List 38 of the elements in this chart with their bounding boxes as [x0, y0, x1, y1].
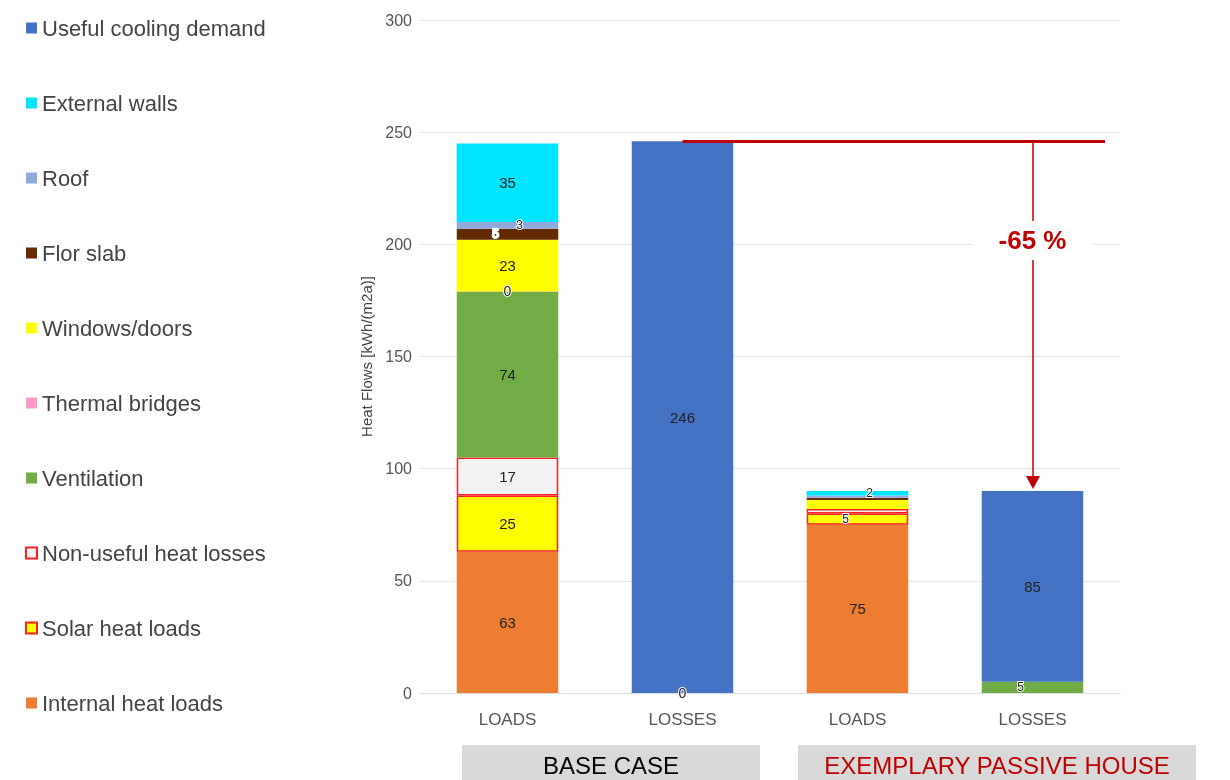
text: EXEMPLARY PASSIVE HOUSE [824, 751, 1170, 779]
y-tick-label: 200 [385, 235, 413, 253]
data-label: 5 [1017, 680, 1025, 695]
data-label: 5 [492, 227, 500, 242]
data-label: 5 [842, 512, 850, 527]
y-tick-label: 150 [385, 348, 413, 365]
legend-label: External walls [42, 90, 178, 116]
legend-label: Windows/doors [42, 315, 193, 341]
data-label: 85 [1024, 577, 1041, 595]
data-label: 3 [516, 218, 524, 233]
legend-label: Useful cooling demand [42, 15, 266, 41]
data-label: 75 [849, 600, 866, 618]
data-label: 246 [669, 408, 696, 426]
data-label: 35 [499, 174, 516, 192]
x-tick-label: LOSSES [998, 710, 1067, 729]
text: BASE CASE [542, 751, 680, 779]
y-tick-label: 0 [403, 684, 413, 702]
data-label: 74 [499, 365, 516, 383]
annotation: -65 % [972, 221, 1093, 261]
legend-label: Roof [42, 165, 90, 191]
x-tick-label: LOADS [828, 710, 887, 729]
x-tick-label: LOADS [478, 710, 537, 729]
y-axis-title: Heat Flows [kWh/(m2a)] [358, 276, 376, 437]
data-label: 63 [499, 613, 516, 631]
legend-label: Non-useful heat losses [42, 540, 266, 566]
y-tick-label: 250 [385, 123, 413, 141]
data-label: 25 [499, 515, 516, 533]
x-tick-label: LOSSES [648, 710, 717, 729]
y-tick-label: 50 [394, 572, 413, 590]
data-label: 23 [499, 257, 516, 275]
y-tick-label: 100 [385, 460, 413, 478]
data-label: 17 [499, 468, 516, 486]
y-tick-label: 300 [385, 11, 413, 29]
legend-label: Internal heat loads [42, 690, 224, 716]
legend-label: Flor slab [42, 240, 127, 266]
legend-label: Thermal bridges [42, 390, 201, 416]
legend-label: Ventilation [42, 465, 144, 491]
legend-label: Solar heat loads [42, 615, 201, 641]
